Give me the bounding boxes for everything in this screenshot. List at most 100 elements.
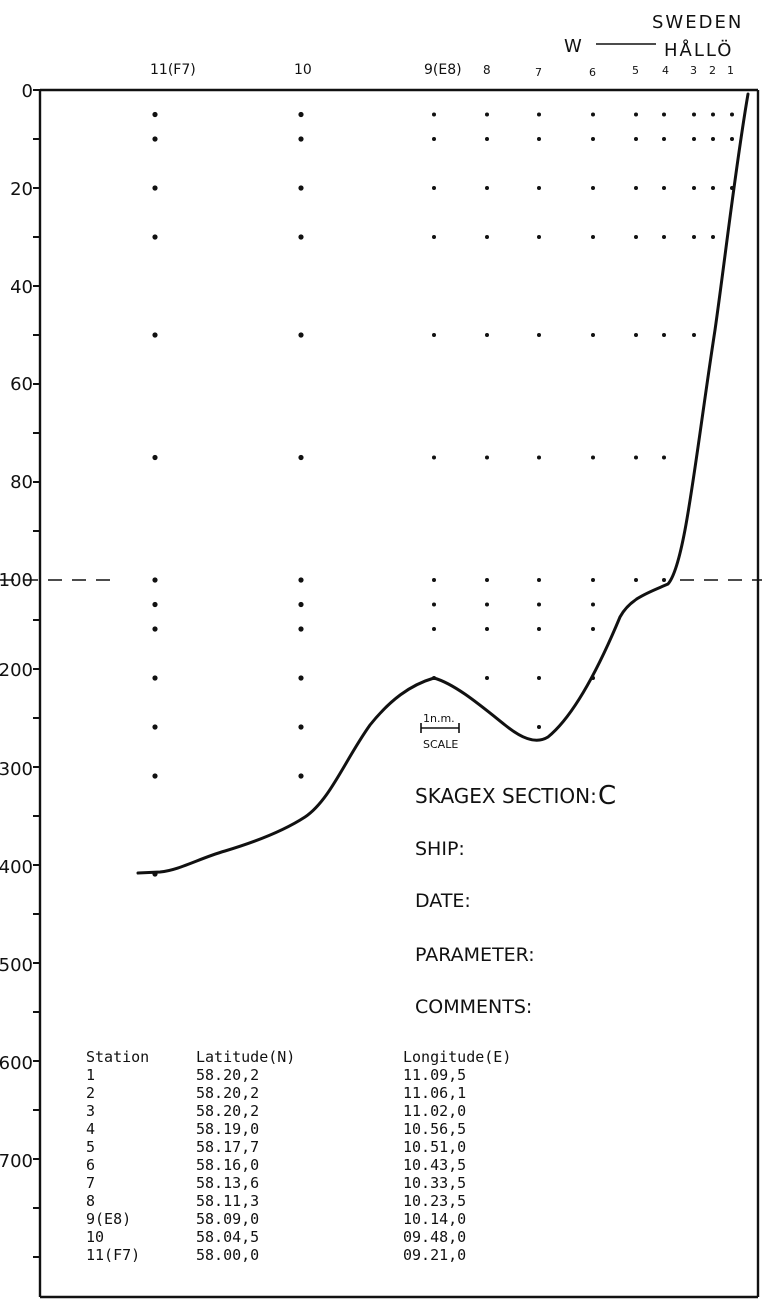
- parameter-label: PARAMETER:: [415, 944, 535, 966]
- header-country: SWEDEN: [652, 12, 743, 33]
- table-cell: 8: [86, 1192, 95, 1210]
- sample-point: [298, 111, 304, 118]
- station-table: Station Latitude(N) Longitude(E) 1 58.20…: [86, 1048, 511, 1264]
- sample-point: [662, 112, 666, 117]
- sample-point: [692, 186, 696, 190]
- sample-point: [485, 112, 489, 117]
- sample-point: [432, 455, 436, 460]
- sample-point: [152, 136, 158, 142]
- sample-point: [662, 186, 666, 190]
- sample-point: [537, 333, 541, 337]
- sample-point: [298, 724, 304, 730]
- header-direction: W: [564, 36, 582, 57]
- table-cell: 58.20,2: [196, 1066, 259, 1084]
- table-cell: 6: [86, 1156, 95, 1174]
- table-cell: 2: [86, 1084, 95, 1102]
- table-cell: 58.11,3: [196, 1192, 259, 1210]
- sample-point: [537, 137, 541, 141]
- sample-point: [634, 112, 638, 117]
- sample-point: [152, 185, 158, 191]
- sample-point: [152, 724, 158, 730]
- sample-point: [662, 137, 666, 141]
- sample-point: [152, 454, 158, 461]
- station-label: 5: [632, 64, 639, 77]
- sample-point: [485, 333, 489, 337]
- table-cell: 58.16,0: [196, 1156, 259, 1174]
- sample-point: [485, 186, 489, 190]
- sample-point: [591, 333, 595, 337]
- station-label: 10: [294, 62, 312, 78]
- table-cell: 10.56,5: [403, 1120, 466, 1138]
- depth-tick-label: 600: [0, 1053, 33, 1074]
- depth-tick-label: 700: [0, 1151, 33, 1172]
- sample-point: [485, 235, 489, 239]
- table-header-longitude: Longitude(E): [403, 1048, 511, 1066]
- sample-point: [432, 137, 436, 141]
- table-cell: 10.43,5: [403, 1156, 466, 1174]
- sample-point: [485, 602, 489, 607]
- depth-tick-label: 100: [0, 570, 33, 591]
- table-cell: 11.09,5: [403, 1066, 466, 1084]
- sample-point: [662, 235, 666, 239]
- scale-bar-label: SCALE: [423, 738, 458, 751]
- sample-point: [634, 333, 638, 337]
- table-cell: 1: [86, 1066, 95, 1084]
- table-cell: 11(F7): [86, 1246, 140, 1264]
- table-cell: 10.51,0: [403, 1138, 466, 1156]
- scale-bar-distance: 1n.m.: [423, 712, 455, 725]
- sample-point: [591, 455, 595, 460]
- station-label: 11(F7): [150, 62, 196, 78]
- sample-point: [537, 186, 541, 190]
- station-label: 8: [483, 63, 491, 77]
- table-header-station: Station: [86, 1048, 149, 1066]
- sample-point: [298, 626, 304, 632]
- sample-point: [662, 333, 666, 337]
- sample-point: [298, 773, 304, 779]
- sample-point: [298, 454, 304, 461]
- sample-point: [692, 333, 696, 337]
- station-label: 9(E8): [424, 62, 462, 78]
- sample-point: [634, 137, 638, 141]
- sample-point: [298, 234, 304, 240]
- depth-tick-label: 500: [0, 955, 33, 976]
- sample-point: [634, 455, 638, 460]
- sample-point: [298, 577, 304, 583]
- sample-point: [152, 626, 158, 632]
- sample-point: [537, 602, 541, 607]
- depth-tick-label: 20: [10, 179, 33, 200]
- sample-point: [432, 627, 436, 631]
- sample-point: [152, 111, 158, 118]
- station-label: 4: [662, 64, 669, 77]
- sample-point: [485, 676, 489, 680]
- section-label: SKAGEX SECTION:: [415, 784, 597, 808]
- sample-point: [485, 627, 489, 631]
- sample-point: [152, 577, 158, 583]
- table-cell: 09.48,0: [403, 1228, 466, 1246]
- sample-point: [485, 455, 489, 460]
- comments-label: COMMENTS:: [415, 996, 532, 1018]
- sample-point: [432, 112, 436, 117]
- sample-point: [634, 235, 638, 239]
- sample-point: [152, 234, 158, 240]
- depth-tick-label: 40: [10, 277, 33, 298]
- table-cell: 11.02,0: [403, 1102, 466, 1120]
- sample-point: [591, 602, 595, 607]
- sample-point: [537, 676, 541, 680]
- sample-point: [662, 455, 666, 460]
- depth-tick-label: 300: [0, 759, 33, 780]
- sample-point: [591, 627, 595, 631]
- table-cell: 58.20,2: [196, 1102, 259, 1120]
- sample-point: [537, 455, 541, 460]
- date-label: DATE:: [415, 890, 471, 912]
- sample-point: [152, 601, 158, 608]
- depth-tick-label: 80: [10, 472, 33, 493]
- sample-point: [298, 332, 304, 338]
- station-label: 1: [727, 64, 734, 77]
- table-cell: 09.21,0: [403, 1246, 466, 1264]
- table-cell: 58.19,0: [196, 1120, 259, 1138]
- table-cell: 58.13,6: [196, 1174, 259, 1192]
- sample-point: [711, 235, 715, 239]
- sample-point: [634, 578, 638, 582]
- depth-tick-label: 0: [22, 81, 33, 102]
- sample-point: [591, 186, 595, 190]
